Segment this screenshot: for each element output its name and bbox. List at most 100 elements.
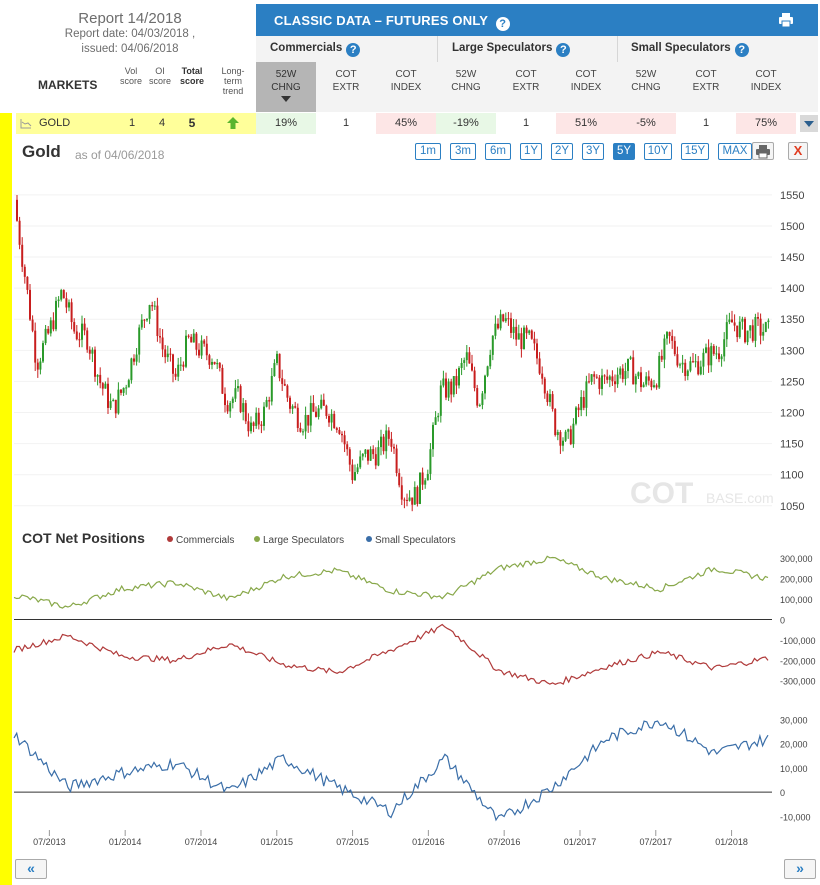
candle-body bbox=[754, 317, 757, 341]
col-header-cot-index-large[interactable]: COT INDEX bbox=[556, 62, 616, 112]
col-header-cot-extr-commercials[interactable]: COT EXTR bbox=[316, 62, 376, 112]
col-line: EXTR bbox=[512, 82, 540, 93]
candle-body bbox=[679, 364, 681, 366]
range-button-15y[interactable]: 15Y bbox=[681, 143, 709, 160]
col-header-52w-chng-large[interactable]: 52W CHNG bbox=[436, 62, 496, 112]
range-button-3y[interactable]: 3Y bbox=[582, 143, 604, 160]
print-icon[interactable] bbox=[778, 12, 794, 28]
col-header-cot-index-commercials[interactable]: COT INDEX bbox=[376, 62, 436, 112]
col-header-cot-extr-small[interactable]: COT EXTR bbox=[676, 62, 736, 112]
candle-body bbox=[762, 331, 765, 336]
candle-body bbox=[702, 352, 705, 367]
col-header-52w-chng-commercials[interactable]: 52W CHNG bbox=[256, 62, 316, 112]
help-icon[interactable]: ? bbox=[734, 43, 749, 57]
candle-body bbox=[744, 318, 746, 343]
print-icon bbox=[756, 145, 770, 159]
candle-body bbox=[385, 430, 388, 452]
candle-body bbox=[338, 429, 341, 434]
market-name[interactable]: GOLD bbox=[39, 117, 71, 129]
candle-body bbox=[60, 290, 63, 300]
candle-body bbox=[299, 428, 302, 432]
candle-body bbox=[138, 327, 141, 355]
trend-header[interactable]: Long-term trend bbox=[218, 66, 248, 96]
col-header-cot-index-small[interactable]: COT INDEX bbox=[736, 62, 796, 112]
candle-body bbox=[169, 353, 172, 355]
range-button-3m[interactable]: 3m bbox=[450, 143, 476, 160]
chart-close-button[interactable]: X bbox=[788, 142, 808, 160]
col-line: COT bbox=[335, 69, 357, 80]
candle-body bbox=[224, 393, 226, 406]
report-title: Report 14/2018 bbox=[78, 10, 182, 27]
candle-body bbox=[86, 330, 89, 350]
help-icon[interactable]: ? bbox=[346, 43, 361, 57]
legend-large-speculators[interactable]: Large Speculators bbox=[254, 535, 344, 546]
candle-body bbox=[419, 472, 421, 504]
candle-body bbox=[668, 332, 671, 336]
range-button-6m[interactable]: 6m bbox=[485, 143, 511, 160]
legend-small-speculators[interactable]: Small Speculators bbox=[366, 535, 456, 546]
head-line: Vol bbox=[124, 66, 138, 76]
markets-header[interactable]: MARKETS bbox=[38, 78, 98, 92]
price-tick-label: 1300 bbox=[780, 345, 804, 357]
candle-body bbox=[720, 356, 723, 360]
candle-body bbox=[307, 414, 310, 426]
candle-body bbox=[767, 320, 770, 323]
candle-body bbox=[543, 378, 546, 394]
oi-score: 4 bbox=[158, 117, 166, 129]
commercials-cot-extr: 1 bbox=[342, 117, 350, 129]
range-button-max[interactable]: MAX bbox=[718, 143, 752, 160]
range-button-5y[interactable]: 5Y bbox=[613, 143, 635, 160]
range-button-1y[interactable]: 1Y bbox=[520, 143, 542, 160]
candle-body bbox=[632, 357, 635, 385]
price-tick-label: 1400 bbox=[780, 283, 804, 295]
cot-tick-label: -300,000 bbox=[780, 677, 816, 687]
candle-body bbox=[426, 473, 429, 481]
col-line: COT bbox=[695, 69, 717, 80]
candle-body bbox=[276, 353, 278, 364]
table-row[interactable]: GOLD 1 4 5 19% 1 45% -19% 1 51% -5% 1 75… bbox=[16, 113, 818, 134]
classic-data-title: CLASSIC DATA – FUTURES ONLY ? bbox=[274, 13, 510, 31]
candle-body bbox=[749, 325, 752, 331]
help-icon[interactable]: ? bbox=[495, 17, 510, 31]
candle-body bbox=[718, 353, 720, 360]
candle-body bbox=[681, 362, 684, 365]
candle-body bbox=[172, 354, 174, 374]
candle-body bbox=[619, 368, 622, 375]
legend-dot bbox=[366, 536, 372, 542]
oi-score-header[interactable]: OI score bbox=[145, 66, 175, 86]
previous-button[interactable]: « bbox=[15, 859, 47, 879]
range-button-1m[interactable]: 1m bbox=[415, 143, 441, 160]
col-header-52w-chng-small[interactable]: 52W CHNG bbox=[616, 62, 676, 112]
candle-body bbox=[606, 376, 609, 380]
candle-body bbox=[218, 362, 221, 368]
candle-body bbox=[83, 323, 86, 331]
next-button[interactable]: » bbox=[784, 859, 816, 879]
candle-body bbox=[161, 337, 164, 350]
candle-body bbox=[187, 335, 190, 337]
col-header-cot-extr-large[interactable]: COT EXTR bbox=[496, 62, 556, 112]
candlestick-series bbox=[16, 194, 770, 512]
total-score-header[interactable]: Total score bbox=[177, 66, 207, 86]
vol-score-header[interactable]: Vol score bbox=[116, 66, 146, 86]
large-speculators-line bbox=[13, 555, 769, 609]
head-line: score bbox=[119, 76, 142, 86]
x-tick-label: 07/2014 bbox=[185, 837, 218, 847]
range-button-2y[interactable]: 2Y bbox=[551, 143, 573, 160]
small-spec-tick-label: 30,000 bbox=[780, 716, 808, 726]
candle-body bbox=[705, 347, 707, 353]
candle-body bbox=[286, 385, 289, 398]
head-line: trend bbox=[222, 86, 244, 96]
candle-body bbox=[57, 299, 60, 301]
help-icon[interactable]: ? bbox=[556, 43, 571, 57]
candle-body bbox=[39, 361, 42, 370]
candle-body bbox=[55, 300, 57, 330]
range-button-10y[interactable]: 10Y bbox=[644, 143, 672, 160]
legend-commercials[interactable]: Commercials bbox=[167, 535, 234, 546]
chart-print-button[interactable] bbox=[752, 142, 774, 160]
candle-body bbox=[759, 318, 762, 336]
chart-icon[interactable] bbox=[20, 118, 32, 129]
candle-body bbox=[421, 472, 424, 485]
candle-body bbox=[601, 375, 603, 389]
candle-body bbox=[611, 376, 614, 382]
row-expand-button[interactable] bbox=[800, 115, 818, 132]
